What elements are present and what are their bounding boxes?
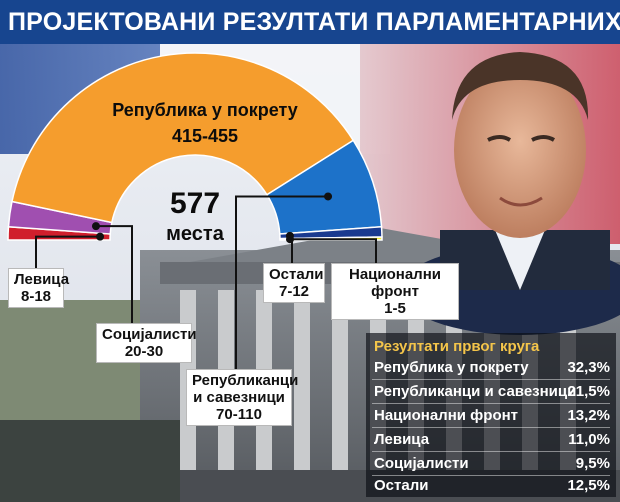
- results-row: Национални фронт 13,2%: [372, 404, 610, 428]
- label-ostali-range: 7-12: [278, 283, 310, 300]
- leader-socijalisti: [95, 225, 133, 323]
- leader-nacionalni-dot: [285, 235, 294, 244]
- leader-republikanci: [235, 195, 329, 369]
- results-row-name: Републиканци и савезници: [374, 383, 577, 400]
- label-socijalisti-range: 20-30: [124, 343, 164, 360]
- row-divider: [372, 427, 610, 428]
- results-row-value: 21,5%: [567, 383, 610, 400]
- results-row-value: 12,5%: [567, 477, 610, 494]
- leader-republikanci-dot: [324, 192, 333, 201]
- results-row-value: 9,5%: [575, 455, 610, 472]
- results-row-name: Остали: [374, 477, 429, 494]
- results-row: Левица 11,0%: [372, 428, 610, 452]
- total-seats-label: места: [166, 223, 224, 245]
- results-row-name: Социјалисти: [374, 455, 469, 472]
- label-socijalisti: Социјалисти 20-30: [96, 323, 197, 363]
- label-ostali: Остали 7-12: [263, 263, 325, 303]
- results-row-name: Левица: [374, 431, 430, 448]
- ground: [0, 420, 180, 502]
- results-row: Република у покрету 32,3%: [372, 356, 610, 380]
- label-republika-range: 415-455: [171, 126, 239, 146]
- row-divider: [372, 475, 610, 476]
- results-row-value: 13,2%: [567, 407, 610, 424]
- row-divider: [372, 379, 610, 380]
- label-nacionalni: Национални фронт 1-5: [331, 263, 459, 320]
- results-row-name: Република у покрету: [374, 359, 529, 376]
- results-row: Социјалисти 9,5%: [372, 452, 610, 476]
- label-republikanci: Републиканци и савезници 70-110: [186, 369, 299, 426]
- label-ostali-name: Остали: [269, 266, 324, 283]
- label-republika-name: Република у покрету: [112, 100, 298, 120]
- label-levica-name: Левица: [14, 271, 70, 288]
- leader-nacionalni: [289, 238, 377, 263]
- results-row-value: 32,3%: [567, 359, 610, 376]
- results-title: Резултати првог круга: [374, 338, 540, 355]
- label-nacionalni-name: Национални фронт: [349, 266, 441, 300]
- row-divider: [372, 451, 610, 452]
- page-title: ПРОЈЕКТОВАНИ РЕЗУЛТАТИ ПАРЛАМЕНТАРНИХ ИЗ…: [8, 8, 620, 36]
- label-nacionalni-range: 1-5: [384, 300, 406, 317]
- row-divider: [372, 403, 610, 404]
- results-row-name: Национални фронт: [374, 407, 519, 424]
- leader-levica-dot: [96, 232, 105, 241]
- leader-levica: [35, 235, 101, 268]
- label-republikanci-name-1: Републиканци: [192, 372, 299, 389]
- label-levica: Левица 8-18: [8, 268, 70, 308]
- total-seats: 577: [169, 187, 221, 220]
- label-levica-range: 8-18: [20, 288, 52, 305]
- seat-arc-republika: [11, 52, 355, 224]
- first-round-results: Резултати првог круга Република у покрет…: [366, 333, 616, 497]
- leader-socijalisti-dot: [91, 222, 100, 231]
- results-row-value: 11,0%: [568, 431, 610, 448]
- results-row: Републиканци и савезници 21,5%: [372, 380, 610, 404]
- label-republikanci-name-2: и савезници: [193, 389, 285, 406]
- results-row: Остали 12,5%: [372, 474, 610, 498]
- title-bar: ПРОЈЕКТОВАНИ РЕЗУЛТАТИ ПАРЛАМЕНТАРНИХ ИЗ…: [0, 0, 620, 44]
- label-republikanci-range: 70-110: [216, 406, 262, 423]
- label-socijalisti-name: Социјалисти: [102, 326, 197, 343]
